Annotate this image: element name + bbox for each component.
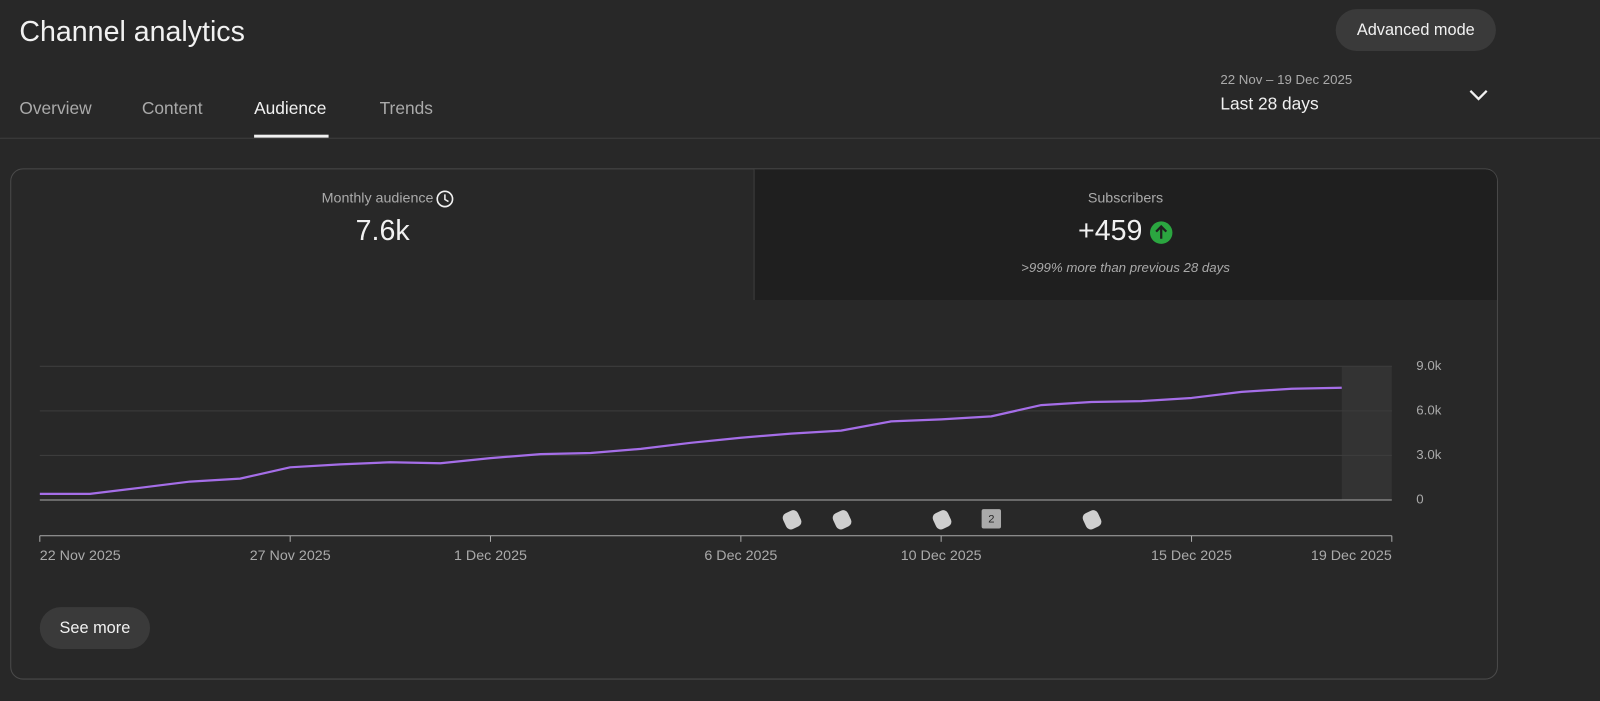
audience-line bbox=[39, 386, 1342, 496]
y-tick-label: 9.0k bbox=[1416, 358, 1441, 373]
tab-active[interactable]: Audience bbox=[254, 98, 326, 118]
x-tick-label: 27 Nov 2025 bbox=[250, 548, 331, 564]
metric-note: >999% more than previous 28 days bbox=[1021, 260, 1230, 275]
metric-label: Subscribers bbox=[1088, 191, 1163, 207]
date-range: 22 Nov – 19 Dec 2025 bbox=[1220, 72, 1352, 87]
tab-underline bbox=[254, 134, 329, 138]
shorts-icon bbox=[1082, 510, 1102, 530]
y-tick-label: 0 bbox=[1416, 491, 1423, 506]
x-tick-label: 19 Dec 2025 bbox=[1311, 548, 1392, 564]
x-tick-label: 15 Dec 2025 bbox=[1151, 548, 1232, 564]
tab[interactable]: Trends bbox=[380, 98, 434, 118]
y-tick-label: 6.0k bbox=[1416, 402, 1441, 417]
metric-selected-bg bbox=[754, 169, 1497, 300]
metric-value: +459 bbox=[1078, 215, 1142, 247]
metric-label: Monthly audience bbox=[322, 191, 434, 207]
advanced-mode-label: Advanced mode bbox=[1357, 21, 1475, 39]
upload-markers bbox=[782, 509, 1102, 530]
multi-upload-count: 2 bbox=[988, 513, 994, 525]
page-title: Channel analytics bbox=[19, 16, 244, 48]
x-tick-label: 6 Dec 2025 bbox=[704, 548, 777, 564]
dropdown-chevron[interactable] bbox=[1469, 90, 1488, 101]
shorts-icon bbox=[932, 510, 952, 530]
chart: 0 3.0k 6.0k 9.0k 22 Nov 2025 27 Nov 2025 1 Dec… bbox=[39, 358, 1442, 564]
metric-value: 7.6k bbox=[356, 215, 411, 247]
y-tick-label: 3.0k bbox=[1416, 447, 1441, 462]
see-more-label: See more bbox=[60, 619, 131, 637]
see-more-button[interactable] bbox=[39, 607, 151, 649]
shorts-icon bbox=[832, 510, 852, 530]
x-tick-label: 1 Dec 2025 bbox=[454, 548, 527, 564]
partial-data-region bbox=[1341, 366, 1392, 500]
advanced-mode-button[interactable] bbox=[1335, 9, 1496, 52]
tab[interactable]: Content bbox=[142, 98, 203, 118]
tab[interactable]: Overview bbox=[19, 98, 92, 118]
clock-icon bbox=[436, 190, 454, 208]
clock-hands bbox=[444, 194, 449, 203]
shorts-icon bbox=[782, 510, 802, 530]
x-tick-label: 10 Dec 2025 bbox=[901, 548, 982, 564]
multi-upload-badge bbox=[981, 509, 1002, 529]
up-arrow bbox=[1155, 224, 1168, 239]
x-tick-label: 22 Nov 2025 bbox=[40, 548, 121, 564]
date-period[interactable]: Last 28 days bbox=[1220, 94, 1319, 114]
